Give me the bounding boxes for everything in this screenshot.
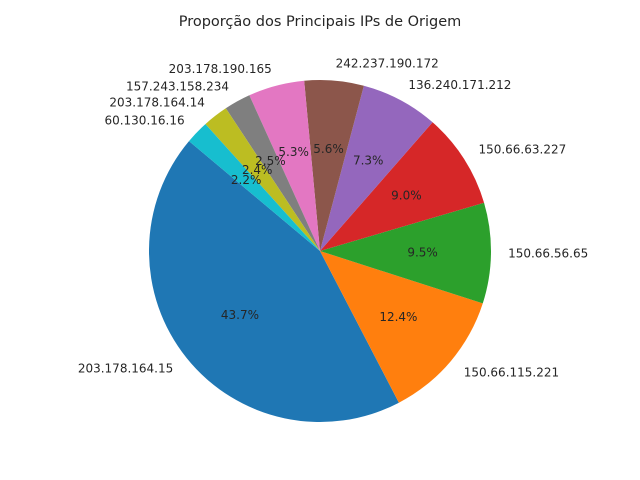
pie-slice-7: [225, 95, 320, 252]
slice-percent-1: 12.4%: [379, 310, 417, 324]
pie-slice-8: [205, 108, 320, 251]
pie-slice-0: [149, 141, 399, 422]
slice-percent-8: 2.4%: [242, 163, 273, 177]
slice-label-8: 203.178.164.14: [109, 95, 204, 109]
pie-labels: 203.178.164.15 43.7% 150.66.115.221 12.4% 15…: [78, 57, 588, 380]
slice-label-0: 203.178.164.15: [78, 362, 173, 376]
slice-percent-2: 9.5%: [407, 245, 438, 259]
slice-label-2: 150.66.56.65: [508, 246, 588, 260]
slice-label-9: 60.130.16.16: [104, 113, 184, 127]
slice-percent-7: 2.5%: [255, 154, 286, 168]
pie-slice-5: [304, 80, 364, 252]
chart-title: Proporção dos Principais IPs de Origem: [179, 14, 462, 30]
slice-label-5: 242.237.190.172: [336, 57, 439, 71]
pie-slice-4: [320, 85, 433, 252]
slice-percent-5: 5.6%: [313, 142, 344, 156]
pie-slices: [149, 80, 492, 422]
slice-percent-6: 5.3%: [278, 145, 309, 159]
slice-label-6: 203.178.190.165: [169, 62, 272, 76]
slice-label-3: 150.66.63.227: [478, 143, 566, 157]
pie-slice-9: [189, 124, 320, 251]
pie-slice-6: [249, 80, 320, 251]
slice-percent-9: 2.2%: [231, 173, 262, 187]
pie-slice-2: [320, 202, 492, 304]
slice-label-4: 136.240.171.212: [408, 78, 511, 92]
slice-label-7: 157.243.158.234: [126, 79, 229, 93]
slice-percent-3: 9.0%: [391, 189, 422, 203]
slice-label-1: 150.66.115.221: [464, 365, 559, 379]
pie-slice-1: [320, 251, 483, 403]
slice-percent-0: 43.7%: [221, 308, 259, 322]
pie-slice-3: [320, 122, 485, 251]
slice-percent-4: 7.3%: [353, 153, 384, 167]
